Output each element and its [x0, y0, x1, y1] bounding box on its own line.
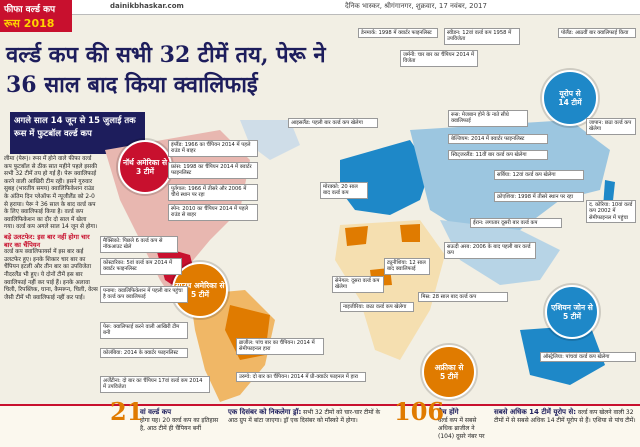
- team-note-uruguay: उरुग्वे: दो बार का चैंपियन। 2014 में प्र…: [236, 372, 366, 383]
- region-label: नॉर्थ अमेरिका से: [122, 158, 168, 167]
- region-badge-africa: अफ्रीका से 5 टीमें: [422, 345, 476, 399]
- morocco-shape: [345, 226, 368, 246]
- fact-matches: 106 मैच होंगे वर्ल्ड कप में सबसे अधिक ब्…: [394, 397, 490, 444]
- fact-title: वां वर्ल्ड कप: [140, 408, 172, 416]
- dateline: दैनिक भास्कर, श्रीगंगानगर, शुक्रवार, 17 …: [345, 2, 487, 10]
- upset-text: वर्ल्ड कप क्वालिफायर्स में इस बार कई उलट…: [4, 249, 98, 301]
- fact-text: वर्ल्ड कप खेलने वाली 32 टीमों में से सबस…: [494, 409, 636, 424]
- region-badge-north-america: नॉर्थ अमेरिका से 3 टीमें: [118, 140, 172, 194]
- fact-text: होगा यह। 20 वर्ल्ड कप का इतिहास है, आठ ट…: [140, 417, 219, 432]
- fact-world-cup-edition: 21 वां वर्ल्ड कप होगा यह। 20 वर्ल्ड कप क…: [110, 397, 220, 444]
- team-note-poland: पोलैंड: आठवीं बार क्वालिफाई किया: [558, 28, 636, 39]
- team-note-germany: जर्मनी: चार बार का चैंपियन 2014 में विजे…: [400, 50, 478, 67]
- team-note-russia: रूस: मेजबान होने के नाते सीधे क्वालिफाई: [448, 110, 528, 127]
- team-note-senegal: सेनेगल: दूसरा वर्ल्ड कप खेलेगा: [332, 276, 384, 293]
- region-label: एशियन जोन से: [551, 303, 593, 312]
- greenland-shape: [240, 120, 300, 160]
- fact-draw-date: एक दिसंबर को निकलेगा ड्रॉ: सभी 32 टीमों …: [228, 408, 388, 444]
- fact-text: वर्ल्ड कप में सबसे अधिक ब्राजील ने (104)…: [438, 417, 485, 440]
- subheadline: अगले साल 14 जून से 15 जुलाई तक रूस में फ…: [10, 112, 145, 154]
- bottom-facts-bar: 21 वां वर्ल्ड कप होगा यह। 20 वर्ल्ड कप क…: [0, 397, 640, 447]
- fact-europe-teams: सबसे अधिक 14 टीमें यूरोप से: वर्ल्ड कप ख…: [494, 408, 636, 444]
- team-note-spain: स्पेन: 2010 का चैंपियन 2014 में पहले राउ…: [168, 204, 258, 221]
- team-note-tunisia: ट्यूनीशिया: 12 साल बाद क्वालिफाई: [384, 258, 430, 275]
- site-url[interactable]: dainikbhaskar.com: [110, 2, 184, 10]
- team-note-saudi: सऊदी अरब: 2006 के बाद पहली बार वर्ल्ड कप: [444, 242, 536, 259]
- fact-title: मैच होंगे: [438, 408, 459, 416]
- region-count: 3 टीमें: [135, 167, 155, 176]
- egypt-shape: [400, 224, 420, 242]
- team-note-japan: जापान: छठा वर्ल्ड कप खेलेगा: [586, 118, 636, 135]
- team-note-belgium: बेल्जियम: 2014 में क्वार्टर फाइनलिस्ट: [448, 134, 548, 145]
- region-badge-asia: एशियन जोन से 5 टीमें: [545, 285, 599, 339]
- team-note-peru: पेरू: क्वालिफाई करने वाली आखिरी टीम बनी: [100, 322, 188, 339]
- team-note-croatia: क्रोएशिया: 1998 में तीसरे स्थान पर रहा: [494, 192, 584, 203]
- team-note-argentina: अर्जेंटीना: दो बार का चैंपियन 17वां वर्ल…: [100, 376, 210, 393]
- team-note-serbia: सर्बिया: 12वां वर्ल्ड कप खेलेगा: [494, 170, 584, 181]
- team-note-iceland: आइसलैंड: पहली बार वर्ल्ड कप खेलेगा: [288, 118, 378, 129]
- region-label: साउथ अमेरिका से: [175, 281, 225, 290]
- team-note-denmark: डेनमार्क: 1998 में क्वार्टर फाइनलिस्ट: [358, 28, 438, 39]
- team-note-england: इंग्लैंड: 1966 का चैंपियन 2014 में पहले …: [168, 140, 258, 157]
- team-note-colombia: कोलंबिया: 2014 के क्वार्टर फाइनलिस्ट: [100, 348, 188, 359]
- team-note-costarica: कोस्टारिका: 5वां वर्ल्ड कप 2014 में क्वा…: [100, 258, 182, 275]
- team-note-panama: पनामा: क्वालिफिकेशन में पहली बार पहुंचा …: [100, 286, 188, 303]
- region-badge-europe: यूरोप से 14 टीमें: [542, 70, 598, 126]
- team-note-france: फ्रांस: 1998 का चैंपियन 2014 में क्वार्ट…: [168, 162, 258, 179]
- fact-text: सभी 32 टीमों को चार-चार टीमों के आठ ग्रु…: [228, 409, 381, 424]
- fact-number: 106: [394, 397, 445, 426]
- upset-title: बड़े उलटफेर: इस बार नहीं होगा चार बार का…: [4, 232, 90, 249]
- fact-title: एक दिसंबर को निकलेगा ड्रॉ:: [228, 408, 302, 416]
- top-bar: dainikbhaskar.com दैनिक भास्कर, श्रीगंगा…: [0, 0, 640, 15]
- intro-text: लीमा (पेरू)। रूस में होने वाले फीफा वर्ल…: [4, 156, 98, 231]
- logo-line2: रूस 2018: [4, 17, 55, 30]
- region-count: 5 टीमें: [439, 372, 459, 381]
- team-note-korea: द. कोरिया: 10वां वर्ल्ड कप 2002 में सेमी…: [586, 200, 636, 224]
- region-label: यूरोप से: [559, 89, 581, 98]
- team-note-sweden: स्वीडन: 12वां वर्ल्ड कप 1958 में उपविजेत…: [444, 28, 520, 45]
- team-note-iran: ईरान: लगातार दूसरी बार वर्ल्ड कप: [470, 218, 562, 229]
- logo-line1: फीफा वर्ल्ड कप: [4, 5, 56, 15]
- africa-shape: [335, 220, 445, 360]
- team-note-switzerland: स्विट्जरलैंड: 11वीं बार वर्ल्ड कप खेलेगा: [448, 150, 548, 161]
- fifa-logo-badge: फीफा वर्ल्ड कप रूस 2018: [0, 0, 72, 32]
- fact-number: 21: [110, 397, 144, 426]
- region-count: 5 टीमें: [190, 290, 210, 299]
- team-note-nigeria: नाइजीरिया: छठा वर्ल्ड कप खेलेगा: [340, 302, 414, 313]
- team-note-brazil: ब्राजील: पांच बार का चैंपियन। 2014 में स…: [236, 338, 324, 355]
- region-count: 14 टीमें: [558, 98, 582, 107]
- team-note-egypt: मिस्र: 28 साल बाद वर्ल्ड कप: [418, 292, 508, 303]
- fact-title: सबसे अधिक 14 टीमें यूरोप से:: [494, 408, 576, 416]
- team-note-australia: ऑस्ट्रेलिया: पांचवां वर्ल्ड कप खेलेगा: [540, 352, 636, 363]
- team-note-mexico: मैक्सिको: पिछले 6 वर्ल्ड कप से नॉकआउट खे…: [100, 236, 178, 253]
- team-note-morocco: मोरक्को: 20 साल बाद वर्ल्ड कप: [320, 182, 368, 199]
- region-count: 5 टीमें: [562, 312, 582, 321]
- page-title: वर्ल्ड कप की सभी 32 टीमें तय, पेरू ने 36…: [6, 42, 326, 98]
- team-note-portugal: पुर्तगाल: 1966 में तीसरे और 2006 में चौथ…: [168, 184, 258, 201]
- region-label: अफ्रीका से: [434, 363, 464, 372]
- intro-column: लीमा (पेरू)। रूस में होने वाले फीफा वर्ल…: [4, 156, 98, 302]
